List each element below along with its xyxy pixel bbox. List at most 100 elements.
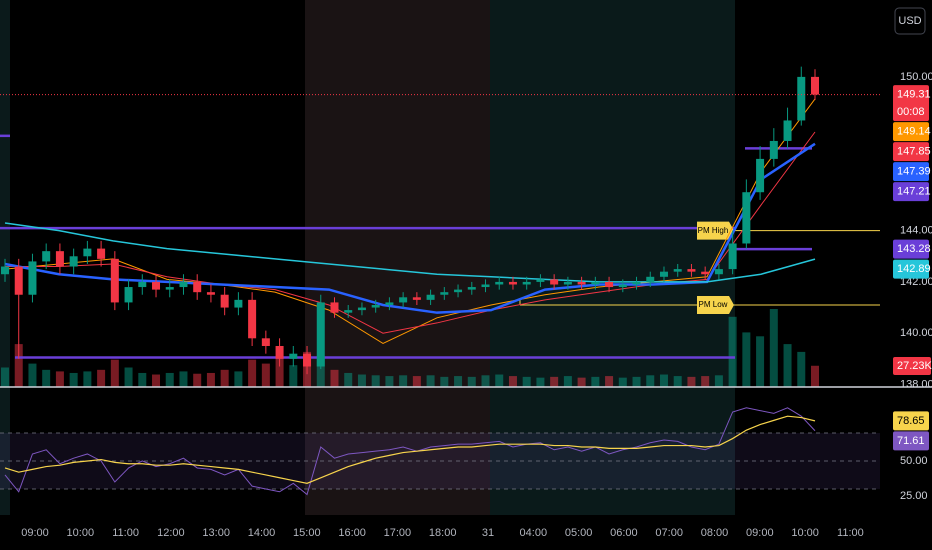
price-tag [893, 182, 929, 202]
y-tick-label: 138.00 [900, 378, 932, 390]
price-tag-label: 147.39 [897, 165, 931, 177]
candle-body [632, 281, 641, 285]
candle-body [756, 158, 765, 193]
volume-bar [138, 372, 147, 387]
volume-bar [467, 376, 476, 387]
volume-bar [275, 355, 284, 387]
x-tick-label: 07:00 [655, 527, 683, 539]
volume-bar [357, 374, 366, 387]
session-shade [0, 0, 10, 515]
candle-body [522, 281, 531, 285]
candle-body [55, 251, 64, 267]
volume-bar [701, 376, 710, 387]
candle-body [591, 281, 600, 285]
volume-bar [344, 372, 353, 387]
candle-body [1, 266, 9, 275]
candle-body [412, 297, 421, 300]
candle-body [248, 299, 257, 339]
candle-body [110, 258, 119, 303]
candle-body [385, 302, 394, 305]
candle-body [440, 292, 449, 295]
candle-body [69, 256, 78, 267]
session-shade [305, 0, 490, 515]
volume-bar [165, 372, 174, 387]
currency-button[interactable] [894, 7, 926, 35]
countdown-label: 00:08 [897, 106, 925, 118]
x-tick-label: 31 [482, 527, 494, 539]
volume-bar [618, 377, 627, 387]
candle-body [467, 287, 476, 290]
volume-bar [110, 359, 119, 387]
volume-bar [412, 376, 421, 387]
volume-bar [728, 316, 737, 387]
volume-bar [330, 369, 339, 387]
candle-body [289, 353, 298, 359]
x-tick-label: 10:00 [67, 527, 95, 539]
candle-body [179, 281, 188, 288]
marker-label: PM Low [699, 300, 728, 309]
volume-bar [55, 371, 64, 387]
volume-bar [1, 367, 9, 387]
candle-body [426, 294, 435, 300]
price-tag-label: 147.85 [897, 145, 931, 157]
volume-bar [385, 376, 394, 387]
candle-body [508, 281, 517, 285]
marker-box [697, 295, 734, 314]
rsi-tag [893, 411, 929, 431]
x-tick-label: 12:00 [157, 527, 185, 539]
volume-tag [893, 357, 931, 375]
rsi-line [4, 415, 816, 484]
volume-bar [124, 367, 133, 387]
volume-bar [508, 376, 517, 387]
candle-body [769, 140, 778, 159]
volume-bar [756, 336, 765, 387]
x-tick-label: 09:00 [21, 527, 49, 539]
volume-bar [797, 351, 806, 387]
candle-body [659, 271, 668, 277]
price-tag [893, 122, 929, 142]
volume-bar [440, 376, 449, 387]
volume-bar [289, 365, 298, 387]
candle-body [811, 76, 819, 95]
volume-bar [179, 371, 188, 387]
volume-bar [454, 376, 463, 387]
candle-body [14, 266, 23, 295]
candle-body [97, 248, 106, 259]
x-tick-label: 06:00 [610, 527, 638, 539]
price-tag-label: 142.89 [897, 263, 931, 275]
rsi-tag [893, 431, 929, 451]
price-tag [893, 162, 929, 182]
volume-bar [206, 372, 215, 387]
candle-body [646, 276, 655, 282]
x-tick-label: 11:00 [112, 527, 139, 539]
candle-body [536, 279, 545, 282]
x-tick-label: 18:00 [429, 527, 457, 539]
volume-bar [646, 375, 655, 387]
volume-bar [220, 369, 229, 387]
volume-bar [495, 374, 504, 387]
overlay-line [4, 98, 816, 344]
candle-body [563, 281, 572, 285]
candle-body [206, 292, 215, 295]
candle-body [344, 310, 353, 313]
session-shade [490, 0, 735, 515]
candle-body [687, 269, 696, 272]
overlay-line [4, 142, 816, 314]
marker-box [697, 221, 734, 240]
candle-body [605, 281, 614, 288]
volume-bar [42, 369, 51, 387]
volume-bar [522, 376, 531, 387]
volume-bar [742, 332, 751, 387]
candle-body [42, 251, 51, 262]
candle-body [165, 287, 174, 290]
x-tick-label: 10:00 [791, 527, 819, 539]
candle-body [797, 76, 806, 121]
currency-label[interactable]: USD [898, 15, 921, 27]
volume-tag-label: 27.23K [897, 360, 932, 372]
candle-body [673, 269, 682, 272]
candle-body [275, 345, 284, 359]
volume-bar [769, 309, 778, 387]
price-tag-label: 149.31 [897, 88, 931, 100]
